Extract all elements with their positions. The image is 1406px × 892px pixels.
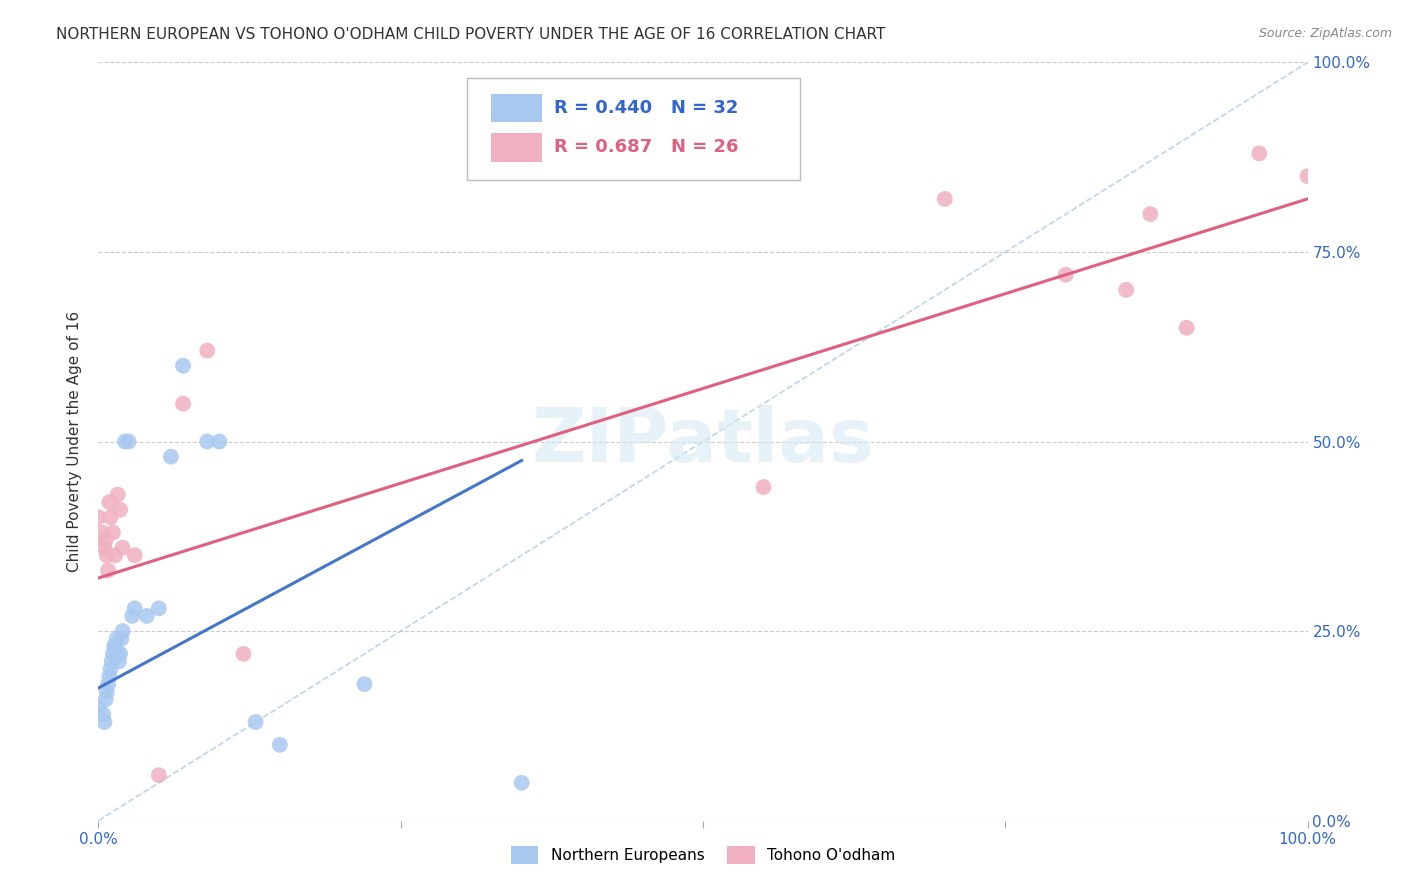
Point (1249, 146, 1271, 161)
Point (108, 655, 131, 669)
Point (114, 434, 136, 449)
Text: NORTHERN EUROPEAN VS TOHONO O'ODHAM CHILD POVERTY UNDER THE AGE OF 16 CORRELATIO: NORTHERN EUROPEAN VS TOHONO O'ODHAM CHIL… (56, 27, 886, 42)
Point (111, 541, 134, 555)
Point (1115, 283, 1137, 297)
Point (100, 655, 122, 669)
Point (111, 624, 134, 639)
Text: R = 0.687   N = 26: R = 0.687 N = 26 (554, 138, 738, 156)
Point (101, 647, 124, 661)
FancyBboxPatch shape (467, 78, 800, 180)
Point (104, 548, 127, 563)
Point (96, 548, 118, 563)
Point (94, 533, 117, 548)
Point (148, 768, 170, 782)
Point (97, 677, 120, 691)
Point (93, 715, 115, 730)
Point (103, 639, 125, 653)
Point (172, 396, 194, 410)
Point (148, 601, 170, 615)
Point (105, 632, 128, 646)
Point (353, 677, 375, 691)
Point (160, 450, 183, 464)
Point (1175, 320, 1198, 334)
Point (93, 541, 115, 555)
Point (208, 434, 231, 449)
Text: Source: ZipAtlas.com: Source: ZipAtlas.com (1258, 27, 1392, 40)
FancyBboxPatch shape (492, 133, 543, 161)
Legend: Northern Europeans, Tohono O'odham: Northern Europeans, Tohono O'odham (505, 840, 901, 870)
Point (87, 510, 110, 524)
Point (118, 434, 141, 449)
Point (100, 662, 122, 676)
Point (108, 647, 131, 661)
Point (1296, 169, 1319, 184)
Point (124, 601, 146, 615)
Point (107, 647, 129, 661)
Point (107, 487, 129, 501)
Point (91, 525, 114, 540)
Point (110, 632, 132, 646)
Point (101, 525, 124, 540)
Point (100, 510, 122, 524)
Point (96, 685, 118, 699)
Text: ZIPatlas: ZIPatlas (531, 405, 875, 478)
Text: R = 0.440   N = 32: R = 0.440 N = 32 (554, 99, 738, 117)
Point (1139, 207, 1161, 221)
Point (104, 639, 127, 653)
Point (97, 564, 120, 578)
Point (934, 192, 956, 206)
Point (108, 503, 131, 517)
Point (510, 776, 533, 790)
Point (195, 343, 218, 358)
Point (98, 669, 121, 683)
Point (172, 359, 194, 373)
Point (98, 495, 121, 509)
Point (752, 480, 775, 494)
Point (245, 715, 267, 730)
Point (91, 707, 114, 722)
Point (94, 692, 117, 706)
Point (195, 434, 218, 449)
Point (269, 738, 291, 752)
Y-axis label: Child Poverty Under the Age of 16: Child Poverty Under the Age of 16 (67, 311, 83, 572)
FancyBboxPatch shape (492, 94, 543, 122)
Point (87, 699, 110, 714)
Point (135, 608, 157, 623)
Point (121, 608, 143, 623)
Point (232, 647, 254, 661)
Point (124, 548, 146, 563)
Point (1054, 268, 1077, 282)
